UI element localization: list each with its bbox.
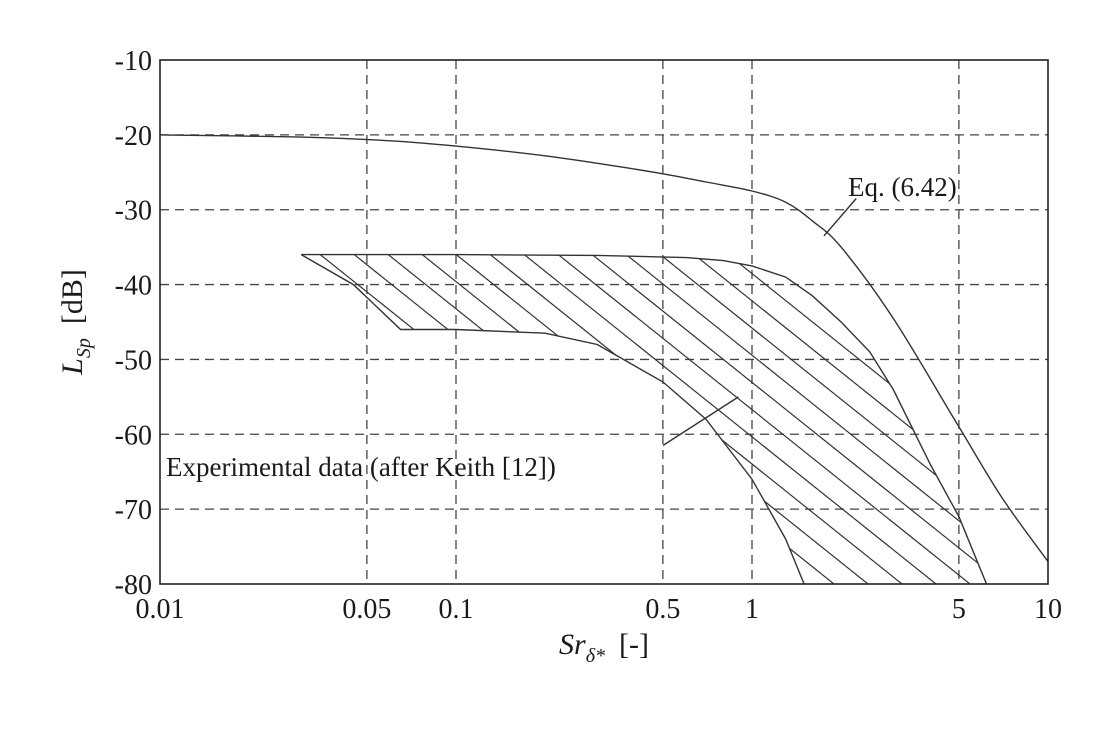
y-tick-label: -60 xyxy=(115,420,152,451)
hatch-line xyxy=(301,254,803,584)
region-lower-boundary xyxy=(300,253,805,584)
hatch-line xyxy=(561,254,987,584)
hatch-line xyxy=(301,254,973,584)
hatch-line xyxy=(301,254,939,584)
x-axis-label-base: Sr xyxy=(559,628,586,661)
annotations: Eq. (6.42) Experimental data (after Keith… xyxy=(166,172,957,482)
annotation-leader-eq xyxy=(823,198,857,237)
hatch-line xyxy=(833,254,987,584)
region-upper-boundary xyxy=(301,253,988,584)
hatch-line xyxy=(1004,40,1116,640)
annotation-leader-experimental xyxy=(662,396,739,447)
hatch-line xyxy=(301,254,361,584)
hatch-line xyxy=(301,254,735,584)
hatch-line xyxy=(301,254,667,584)
hatch-line xyxy=(301,254,871,584)
hatch-line xyxy=(391,254,987,584)
hatch-line xyxy=(357,254,987,584)
annotation-experimental-label: Experimental data (after Keith [12]) xyxy=(166,452,556,482)
hatch-line xyxy=(459,254,987,584)
series-line-eq-6-42 xyxy=(160,134,1048,562)
hatch-line xyxy=(301,254,987,584)
series-lines xyxy=(160,134,1048,562)
y-tick-label: -40 xyxy=(115,271,152,302)
annotation-eq-label: Eq. (6.42) xyxy=(848,172,957,202)
region-hatching xyxy=(0,40,1116,640)
hatch-line xyxy=(0,40,224,640)
x-tick-label: 0.05 xyxy=(342,594,391,625)
hatch-line xyxy=(901,254,987,584)
y-tick-label: -30 xyxy=(115,196,152,227)
hatch-line xyxy=(629,254,987,584)
hatch-line xyxy=(1106,40,1116,640)
hatch-line xyxy=(301,254,463,584)
y-axis-label-base: L xyxy=(56,358,89,376)
hatch-line xyxy=(301,254,837,584)
x-tick-label: 10 xyxy=(1034,594,1062,625)
experimental-data-region xyxy=(0,40,1116,640)
hatch-line xyxy=(301,254,987,584)
hatch-line xyxy=(799,254,987,584)
x-tick-label: 1 xyxy=(745,594,759,625)
hatch-line xyxy=(527,254,987,584)
hatch-line xyxy=(935,254,987,584)
x-tick-label: 5 xyxy=(952,594,966,625)
hatch-line xyxy=(301,254,905,584)
hatch-line xyxy=(969,254,987,584)
x-axis-label-unit: [-] xyxy=(619,628,649,661)
hatch-line xyxy=(1038,40,1116,640)
hatch-line xyxy=(0,40,54,640)
x-tick-label: 0.1 xyxy=(439,594,474,625)
hatch-line xyxy=(301,254,327,584)
y-tick-label: -70 xyxy=(115,495,152,526)
tick-labels: 0.01 0.05 0.1 0.5 1 5 10 -10 -20 -30 -40 -50 -60 -70 -… xyxy=(115,46,1062,625)
x-tick-label: 0.01 xyxy=(136,594,185,625)
hatch-line xyxy=(301,254,395,584)
plot-frame xyxy=(159,59,1049,585)
y-tick-label: -20 xyxy=(115,121,152,152)
hatch-line xyxy=(301,254,429,584)
hatch-line xyxy=(493,254,987,584)
y-axis-label-sub: Sp xyxy=(73,338,95,358)
y-tick-label: -50 xyxy=(115,345,152,376)
x-axis-label: Srδ* [-] xyxy=(559,628,649,667)
hatch-line xyxy=(595,254,987,584)
y-tick-label: -10 xyxy=(115,46,152,77)
y-axis-label-unit: [dB] xyxy=(56,269,89,324)
hatch-line xyxy=(425,254,987,584)
hatch-line xyxy=(0,40,122,640)
hatch-line xyxy=(0,40,190,640)
hatch-line xyxy=(1072,40,1116,640)
x-tick-label: 0.5 xyxy=(645,594,680,625)
hatch-line xyxy=(765,254,987,584)
y-tick-label: -80 xyxy=(115,570,152,601)
hatch-line xyxy=(323,254,987,584)
hatch-line xyxy=(301,254,701,584)
hatch-line xyxy=(0,40,20,640)
hatch-line xyxy=(867,254,987,584)
y-axis-label: LSp [dB] xyxy=(56,269,95,376)
x-axis-label-sub: δ* xyxy=(586,645,605,667)
grid-lines xyxy=(160,60,1048,584)
